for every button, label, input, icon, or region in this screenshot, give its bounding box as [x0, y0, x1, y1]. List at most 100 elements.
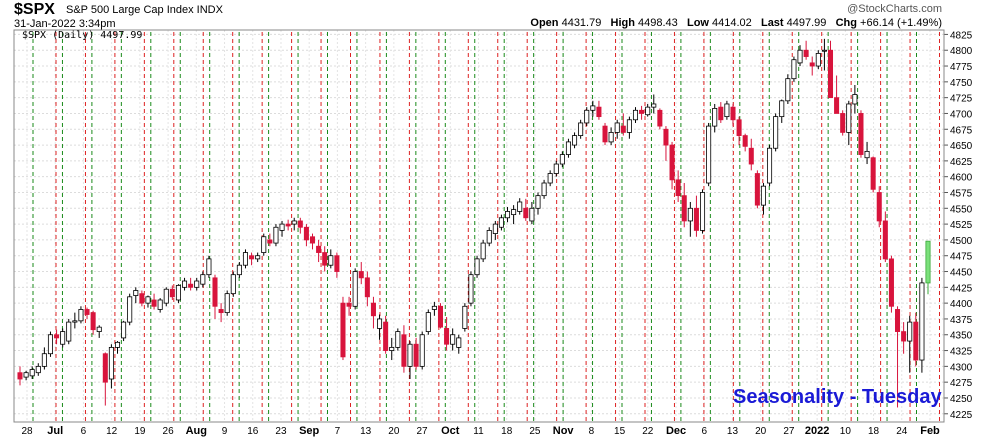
candle: [632, 107, 639, 123]
y-tick-label: 4700: [950, 109, 973, 120]
y-tick-label: 4225: [950, 410, 973, 421]
candle-body: [41, 353, 47, 367]
candle-body: [425, 312, 431, 332]
candle-body: [645, 106, 651, 116]
x-tick-label: Sep: [299, 425, 319, 437]
candle-body: [498, 217, 504, 228]
candle: [66, 318, 72, 345]
candle-body: [870, 157, 876, 190]
candle: [657, 108, 663, 130]
candle: [267, 233, 273, 247]
candle: [858, 110, 864, 158]
candle: [742, 133, 748, 152]
symbol-description: S&P 500 Large Cap Index INDX: [66, 4, 223, 16]
candle-body: [249, 255, 255, 260]
candle-body: [754, 173, 760, 206]
candle-body: [157, 299, 163, 310]
candle: [529, 201, 535, 225]
candle: [785, 74, 791, 104]
candle-body: [200, 274, 206, 285]
candle: [639, 105, 645, 120]
y-axis: 4225 4250 4275 4300 4325 4350 4375 4400 4425 4450…: [944, 30, 973, 421]
candle: [468, 271, 474, 307]
candle-body: [273, 226, 279, 244]
candle-body: [821, 49, 827, 52]
candle-body: [815, 52, 821, 67]
candle-body: [297, 220, 303, 228]
candle: [437, 303, 444, 329]
candle-body: [291, 220, 297, 225]
candle: [218, 303, 224, 323]
candle-body: [834, 97, 840, 114]
y-tick-label: 4625: [950, 157, 973, 168]
candle: [492, 220, 498, 240]
candle-body: [236, 264, 242, 276]
x-tick-label: Dec: [666, 425, 686, 437]
chg-label: Chg: [835, 17, 857, 29]
candle-body: [858, 113, 864, 155]
candle: [712, 103, 718, 133]
candle: [236, 262, 242, 278]
candle-body: [864, 150, 870, 159]
candle-body: [876, 192, 882, 222]
y-tick-label: 4300: [950, 362, 973, 373]
x-tick-label: 6: [81, 426, 87, 437]
candle: [29, 366, 35, 380]
x-tick-label: 12: [106, 426, 118, 437]
y-tick-label: 4550: [950, 204, 973, 215]
x-tick-label: 23: [275, 426, 287, 437]
x-tick-label: 13: [360, 426, 372, 437]
candle-body: [90, 312, 96, 331]
candle: [72, 312, 78, 329]
candle: [309, 233, 316, 250]
candle: [852, 85, 858, 114]
candle-body: [328, 255, 334, 266]
candle-body: [846, 103, 852, 133]
candle-body: [346, 302, 352, 307]
candle: [797, 45, 803, 67]
x-tick-label: 6: [701, 426, 707, 437]
candle-body: [767, 147, 773, 184]
candle-body: [663, 128, 669, 146]
candle: [901, 322, 907, 354]
candle: [700, 189, 706, 234]
candle: [834, 75, 840, 114]
candle: [450, 328, 456, 351]
candle: [328, 249, 334, 269]
candle: [718, 102, 724, 123]
candle-body: [60, 331, 66, 345]
candle-body: [675, 179, 681, 197]
candle-body: [913, 321, 919, 361]
last-value: 4497.99: [786, 17, 827, 29]
candle-body: [486, 230, 492, 244]
candle-body: [748, 147, 754, 165]
candle-body: [340, 302, 346, 358]
y-tick-label: 4475: [950, 252, 973, 263]
y-tick-label: 4725: [950, 94, 973, 105]
candle-body: [736, 119, 742, 136]
candle-body: [888, 258, 894, 307]
candle: [462, 303, 468, 332]
candle-body: [791, 59, 797, 80]
candle: [736, 116, 742, 146]
candle-body: [431, 305, 437, 310]
candle: [645, 103, 651, 117]
candle-body: [194, 280, 200, 288]
candle: [108, 344, 114, 389]
candle: [596, 100, 602, 120]
candle-body: [407, 343, 413, 367]
candle-body: [389, 346, 395, 351]
candle: [572, 132, 578, 149]
candle: [444, 317, 450, 351]
grid-lines: [14, 30, 944, 422]
y-tick-label: 4650: [950, 141, 973, 152]
x-tick-label: 2022: [805, 425, 829, 437]
candle: [121, 320, 127, 342]
x-tick-label: 20: [388, 426, 400, 437]
candle-body: [47, 334, 53, 355]
candle: [608, 127, 614, 146]
seasonality-markers: [32, 32, 940, 422]
candle-body: [492, 223, 498, 234]
candle: [389, 337, 395, 361]
candle-body: [72, 320, 78, 323]
